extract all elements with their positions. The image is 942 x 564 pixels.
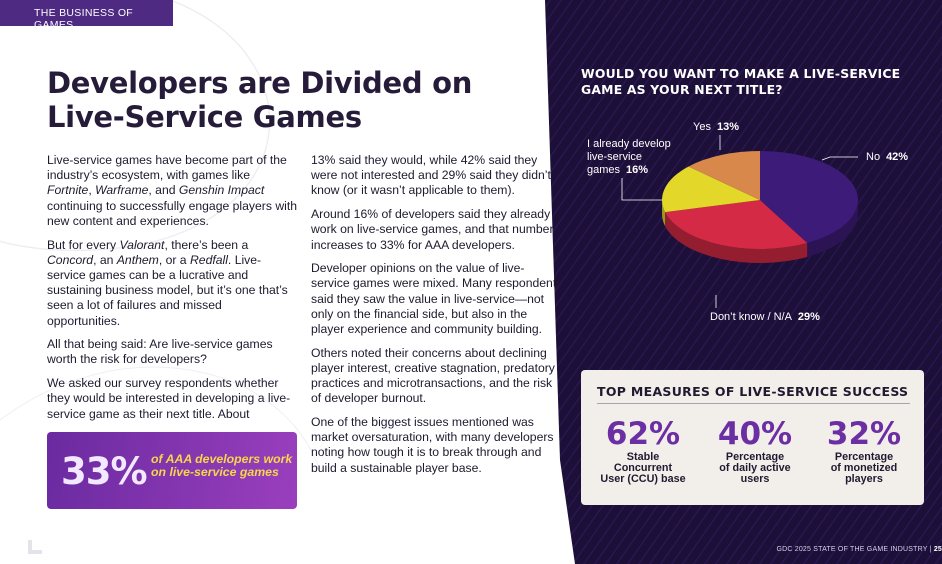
body-column-2: 13% said they would, while 42% said they… xyxy=(311,153,563,484)
measure-value: 40% xyxy=(717,416,793,452)
paragraph-6: Around 16% of developers said they alrea… xyxy=(311,207,554,252)
paragraph-8: Others noted their concerns about declin… xyxy=(311,345,555,406)
measure-value: 32% xyxy=(826,416,902,452)
background-swirl xyxy=(0,0,321,471)
publication-name: GDC 2025 STATE OF THE GAME INDUSTRY | xyxy=(776,546,932,553)
measure-monetized: 32% Percentage of monetized players xyxy=(817,416,911,485)
paragraph-3: All that being said: Are live-service ga… xyxy=(47,337,273,367)
section-tag: THE BUSINESS OF GAMES xyxy=(0,0,173,31)
headline-line-1: Developers are Divided on xyxy=(47,66,473,100)
measure-label: Percentage of monetized players xyxy=(830,451,898,485)
measure-label: Stable Concurrent User (CCU) base xyxy=(600,451,686,485)
paragraph-7: Developer opinions on the value of live-… xyxy=(311,261,563,337)
pie-label-yes: Yes 13% xyxy=(693,121,739,133)
paragraph-9: One of the biggest issues mentioned was … xyxy=(311,415,554,475)
measure-dau: 40% Percentage of daily active users xyxy=(705,416,805,485)
measure-label: Percentage of daily active users xyxy=(719,451,791,485)
paragraph-1: Live-service games have become part of t… xyxy=(47,153,297,228)
pie-label-no: No 42% xyxy=(866,151,909,163)
body-column-1: Live-service games have become part of t… xyxy=(47,153,297,430)
success-measures-card: TOP MEASURES OF LIVE-SERVICE SUCCESS 62%… xyxy=(581,370,924,505)
aaa-callout: 33% of AAA developers work on live-servi… xyxy=(47,432,297,509)
callout-text: of AAA developers work on live-service g… xyxy=(151,452,293,479)
pie-label-dont-know: Don’t know / N/A 29% xyxy=(710,311,820,323)
headline-line-2: Live-Service Games xyxy=(47,100,362,134)
corner-bracket-icon xyxy=(28,540,42,554)
page-title: Developers are Divided on Live-Service G… xyxy=(47,66,527,134)
card-divider xyxy=(597,403,910,404)
card-title: TOP MEASURES OF LIVE-SERVICE SUCCESS xyxy=(597,384,909,399)
measure-ccu: 62% Stable Concurrent User (CCU) base xyxy=(595,416,691,485)
paragraph-4: We asked our survey respondents whether … xyxy=(47,376,291,421)
measure-value: 62% xyxy=(605,416,681,452)
paragraph-2: But for every Valorant, there’s been a C… xyxy=(47,237,288,328)
page-footer: GDC 2025 STATE OF THE GAME INDUSTRY | 25 xyxy=(776,546,942,553)
pie-label-already: I already develop live-service games 16% xyxy=(587,138,671,176)
page-number: 25 xyxy=(933,546,942,553)
callout-value: 33% xyxy=(61,450,148,493)
paragraph-5: 13% said they would, while 42% said they… xyxy=(311,153,551,198)
chart-title: WOULD YOU WANT TO MAKE A LIVE-SERVICE GA… xyxy=(581,66,901,97)
